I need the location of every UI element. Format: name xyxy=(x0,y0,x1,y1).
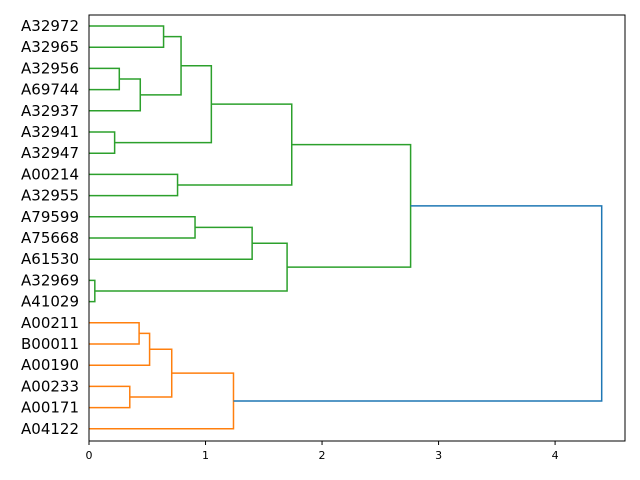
leaf-label: A32972 xyxy=(21,17,79,35)
dendrogram-link-17 xyxy=(129,348,173,398)
dendrogram-link-7 xyxy=(89,78,142,112)
leaf-label: A61530 xyxy=(21,250,79,268)
x-axis: 0 1 2 3 4 xyxy=(86,441,559,462)
x-tick-label: 0 xyxy=(86,449,93,462)
leaf-label: A32947 xyxy=(21,144,79,162)
leaf-label: A00211 xyxy=(21,314,79,332)
leaf-label: A32955 xyxy=(21,187,79,205)
leaf-labels: A32972 A32965 A32956 A69744 A32937 A32941 A329… xyxy=(21,17,79,438)
x-tick-label: 2 xyxy=(319,449,326,462)
dendrogram-link-10 xyxy=(89,173,179,197)
dendrogram-link-16 xyxy=(89,332,151,366)
leaf-label: A04122 xyxy=(21,420,79,438)
leaf-label: B00011 xyxy=(21,335,79,353)
dendrogram-link-2 xyxy=(89,131,116,154)
dendrogram-link-11 xyxy=(177,103,293,186)
dendrogram-link-1 xyxy=(89,67,121,91)
leaf-label: A41029 xyxy=(21,293,79,311)
dendrogram-link-9 xyxy=(114,65,213,144)
leaf-label: A00214 xyxy=(21,165,79,183)
dendrogram-link-3 xyxy=(89,279,96,303)
x-tick-label: 3 xyxy=(435,449,442,462)
leaf-label: A00190 xyxy=(21,356,79,374)
dendrogram-link-18 xyxy=(89,372,235,430)
x-tick-label: 1 xyxy=(202,449,209,462)
dendrogram-link-19 xyxy=(233,205,603,402)
leaf-label: A00233 xyxy=(21,377,79,395)
leaf-label: A32965 xyxy=(21,38,79,56)
dendrogram-link-6 xyxy=(89,25,165,48)
dendrogram-link-5 xyxy=(89,385,131,409)
dendrogram-link-13 xyxy=(89,226,253,260)
axes-frame xyxy=(88,14,626,442)
leaf-label: A75668 xyxy=(21,229,79,247)
leaf-label: A32941 xyxy=(21,123,79,141)
leaf-label: A79599 xyxy=(21,208,79,226)
leaf-label: A69744 xyxy=(21,81,79,99)
dendrogram-link-14 xyxy=(94,242,288,292)
leaf-label: A32937 xyxy=(21,102,79,120)
dendrogram-link-15 xyxy=(287,143,412,268)
x-tick-label: 4 xyxy=(552,449,559,462)
leaf-label: A32956 xyxy=(21,59,79,77)
leaf-label: A00171 xyxy=(21,399,79,417)
dendrogram-link-4 xyxy=(89,322,140,345)
dendrogram-link-8 xyxy=(140,35,182,96)
leaf-label: A32969 xyxy=(21,271,79,289)
dendrogram-link-12 xyxy=(89,216,196,239)
dendrogram-links xyxy=(89,25,603,430)
